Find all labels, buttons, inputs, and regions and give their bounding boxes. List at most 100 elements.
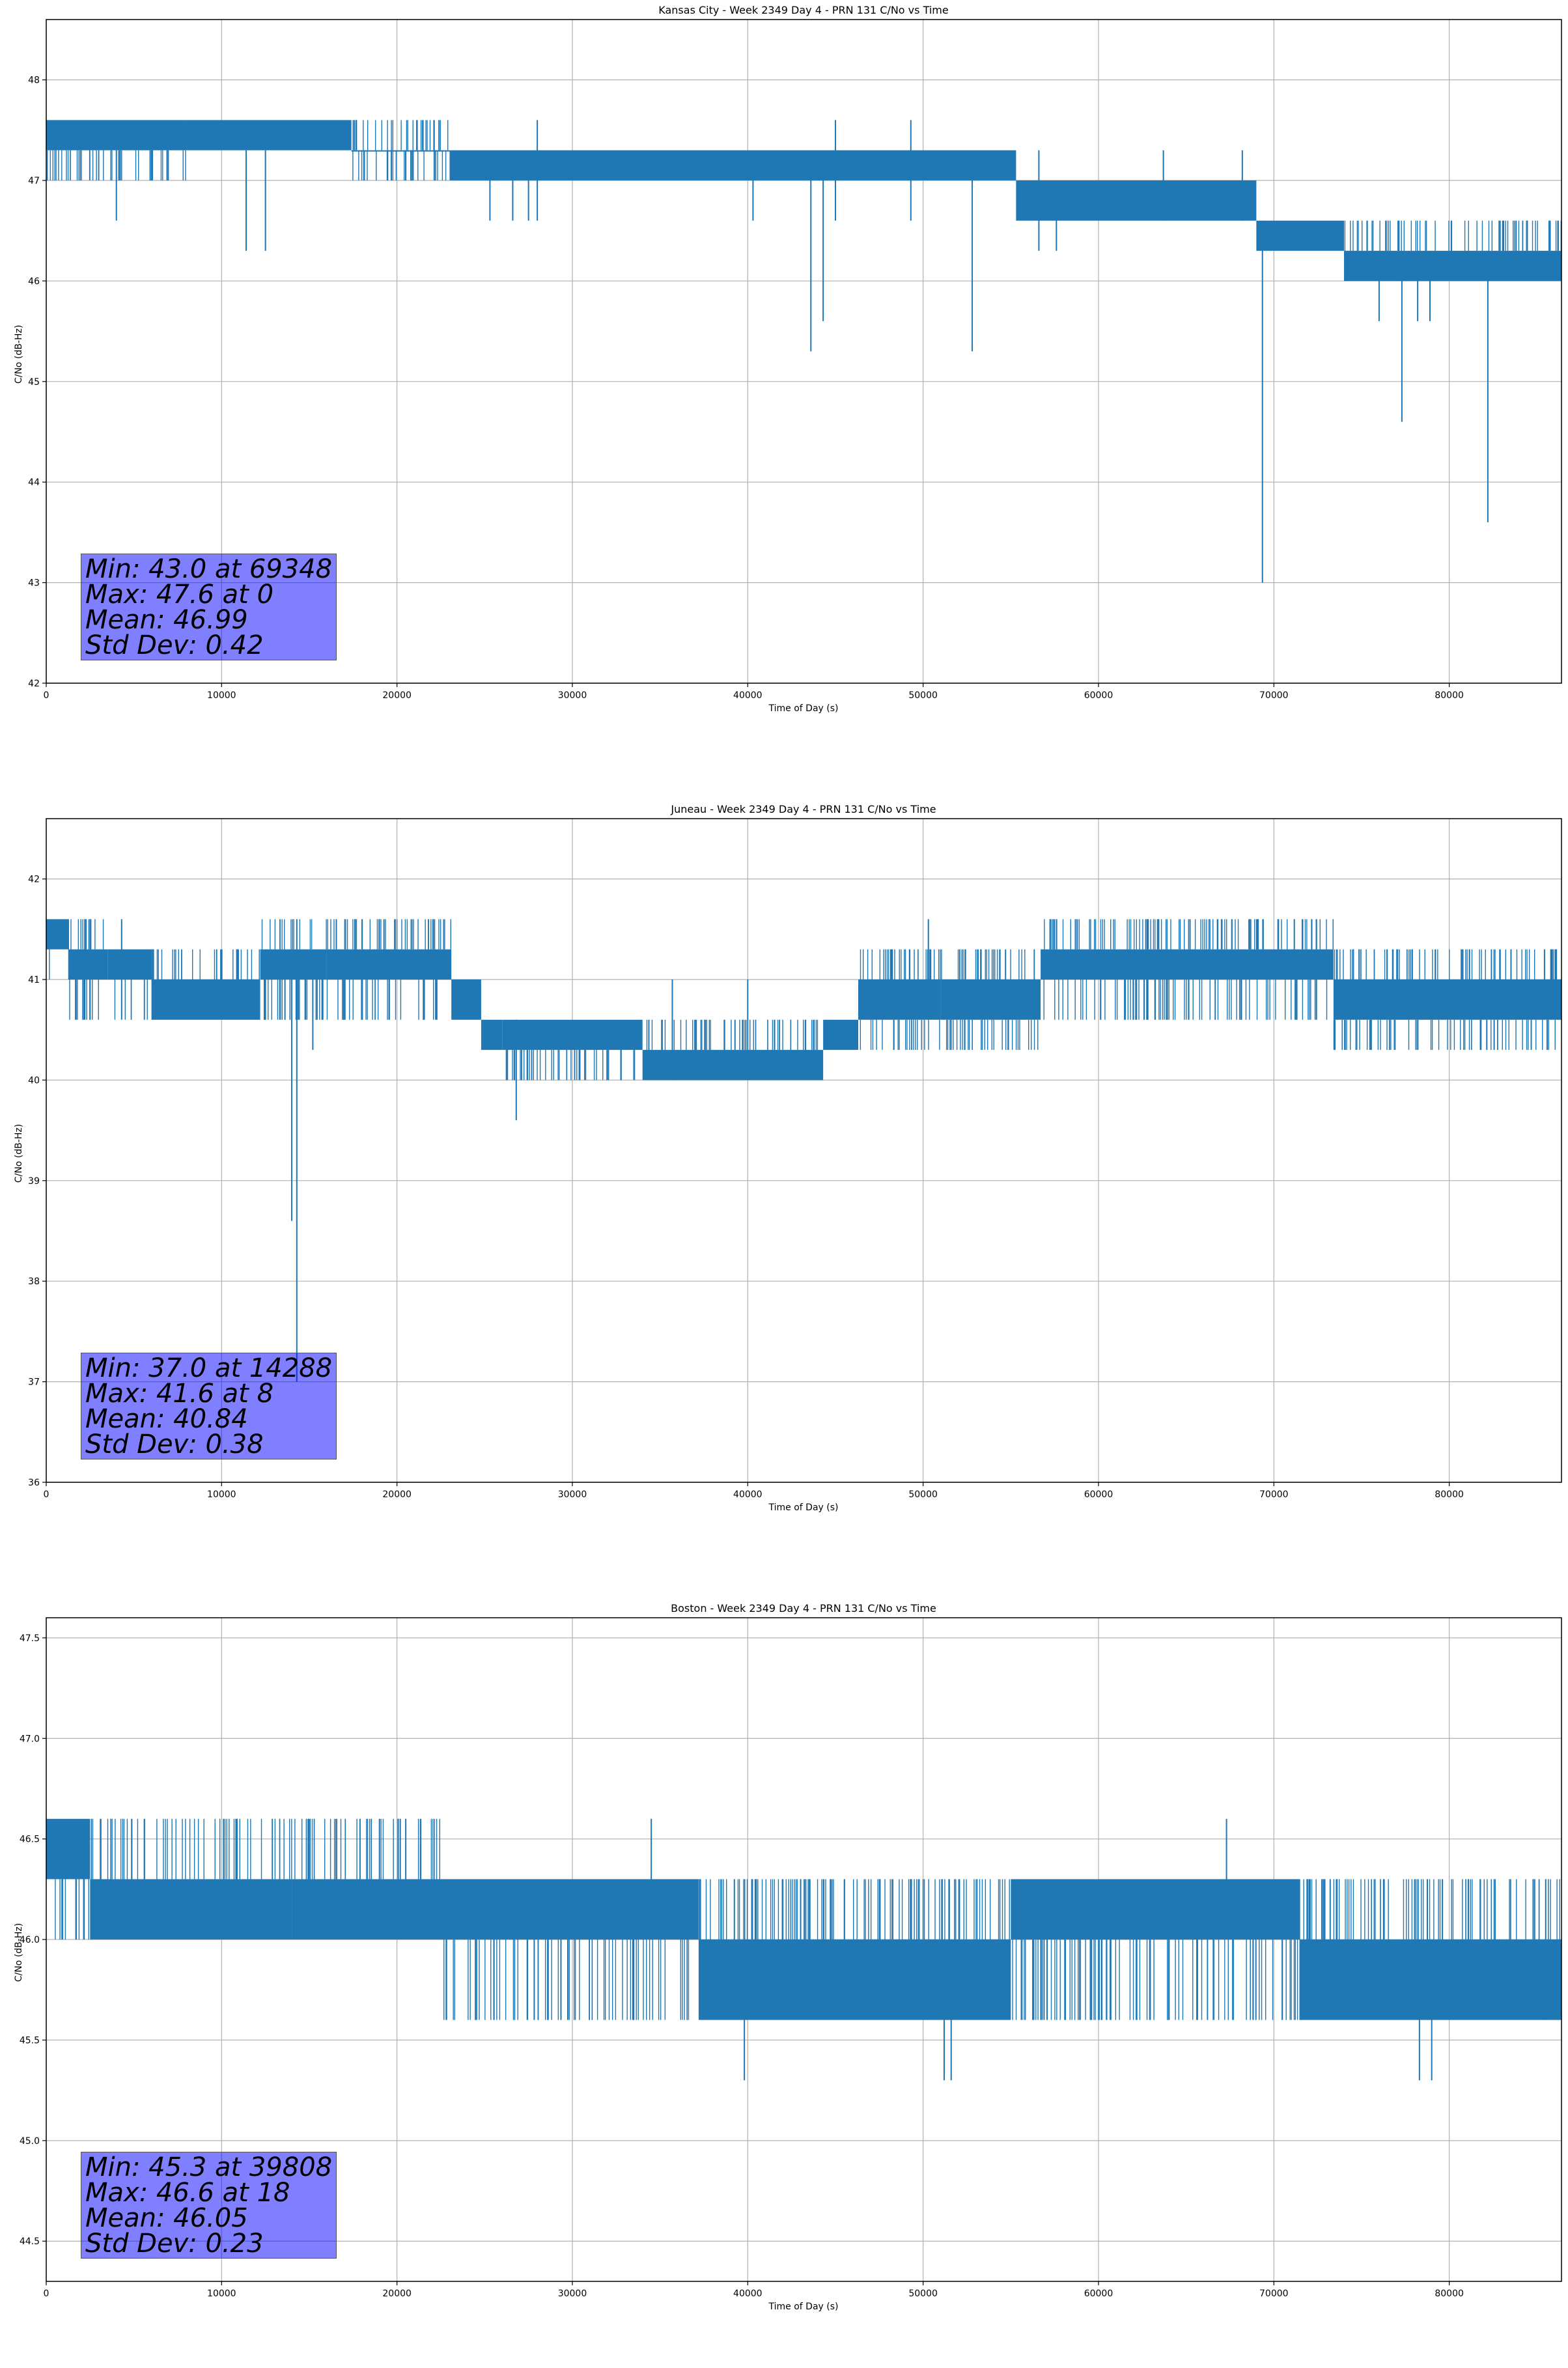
y-tick-label: 45.0 bbox=[20, 2136, 40, 2147]
x-tick-label: 60000 bbox=[1084, 2289, 1113, 2299]
x-tick-label: 80000 bbox=[1435, 690, 1464, 701]
chart-0-svg: Kansas City - Week 2349 Day 4 - PRN 131 … bbox=[14, 4, 1562, 714]
series-cno bbox=[46, 1818, 1561, 2081]
plot-frame bbox=[46, 1617, 1562, 2282]
x-axis-label: Time of Day (s) bbox=[768, 703, 839, 714]
y-tick-label: 40 bbox=[28, 1075, 40, 1086]
data-band bbox=[186, 120, 352, 150]
y-tick-label: 38 bbox=[28, 1276, 40, 1287]
x-axis-label: Time of Day (s) bbox=[768, 2302, 839, 2312]
stats-min: Min: 37.0 at 14288 bbox=[85, 1353, 333, 1383]
y-tick-label: 44 bbox=[28, 477, 40, 488]
y-axis-label: C/No (dB-Hz) bbox=[14, 1124, 24, 1183]
data-band bbox=[940, 980, 1041, 1020]
chart-kansas-city: Kansas City - Week 2349 Day 4 - PRN 131 … bbox=[0, 0, 1568, 770]
data-band bbox=[107, 949, 152, 980]
x-tick-label: 40000 bbox=[733, 2289, 763, 2299]
x-tick-label: 20000 bbox=[382, 2289, 412, 2299]
y-tick-label: 36 bbox=[28, 1478, 40, 1488]
chart-boston: Boston - Week 2349 Day 4 - PRN 131 C/No … bbox=[0, 1598, 1568, 2368]
x-tick-label: 80000 bbox=[1435, 2289, 1464, 2299]
y-tick-label: 46.5 bbox=[20, 1835, 40, 1845]
x-tick-label: 10000 bbox=[207, 690, 236, 701]
data-band bbox=[1041, 949, 1334, 980]
stats-min: Min: 45.3 at 39808 bbox=[85, 2152, 333, 2182]
data-band bbox=[481, 1019, 503, 1050]
x-tick-label: 60000 bbox=[1084, 1489, 1113, 1500]
x-tick-label: 30000 bbox=[558, 2289, 587, 2299]
data-band bbox=[449, 150, 1016, 181]
data-band bbox=[823, 1019, 858, 1050]
y-tick-label: 43 bbox=[28, 578, 40, 589]
x-tick-label: 80000 bbox=[1435, 1489, 1464, 1500]
data-band bbox=[1300, 1939, 1561, 2020]
data-band bbox=[1256, 220, 1345, 251]
stats-min: Min: 43.0 at 69348 bbox=[85, 554, 333, 584]
data-band bbox=[69, 949, 108, 980]
x-tick-label: 70000 bbox=[1259, 2289, 1289, 2299]
data-band bbox=[46, 919, 70, 950]
data-band bbox=[1016, 180, 1257, 221]
stats-box: Min: 43.0 at 69348 Max: 47.6 at 0 Mean: … bbox=[81, 554, 337, 660]
chart-title: Boston - Week 2349 Day 4 - PRN 131 C/No … bbox=[671, 1602, 936, 1614]
chart-2-svg: Boston - Week 2349 Day 4 - PRN 131 C/No … bbox=[14, 1602, 1562, 2312]
x-tick-label: 30000 bbox=[558, 1489, 587, 1500]
y-tick-label: 48 bbox=[28, 76, 40, 86]
x-tick-label: 70000 bbox=[1259, 1489, 1289, 1500]
stats-max: Max: 47.6 at 0 bbox=[85, 580, 274, 610]
stats-box: Min: 37.0 at 14288 Max: 41.6 at 8 Mean: … bbox=[81, 1353, 337, 1459]
stats-mean: Mean: 40.84 bbox=[85, 1404, 248, 1434]
data-band bbox=[1333, 980, 1561, 1020]
plot-frame bbox=[46, 818, 1562, 1483]
y-tick-label: 46.0 bbox=[20, 1935, 40, 1945]
data-band bbox=[440, 1879, 699, 1940]
x-tick-label: 0 bbox=[44, 2289, 49, 2299]
x-tick-label: 50000 bbox=[908, 2289, 938, 2299]
x-tick-label: 60000 bbox=[1084, 690, 1113, 701]
y-tick-label: 47.5 bbox=[20, 1633, 40, 1644]
data-band bbox=[351, 150, 450, 152]
data-band bbox=[46, 1818, 91, 1880]
y-tick-label: 42 bbox=[28, 679, 40, 689]
x-tick-label: 70000 bbox=[1259, 690, 1289, 701]
y-tick-label: 37 bbox=[28, 1377, 40, 1388]
data-band bbox=[451, 980, 481, 1020]
x-tick-label: 10000 bbox=[207, 1489, 236, 1500]
y-axis-label: C/No (dB-Hz) bbox=[14, 1923, 24, 1982]
data-band bbox=[151, 980, 260, 1020]
stats-std-dev: Std Dev: 0.23 bbox=[85, 2229, 264, 2259]
stats-mean: Mean: 46.99 bbox=[85, 605, 248, 635]
series-cno bbox=[46, 120, 1562, 583]
x-tick-label: 40000 bbox=[733, 690, 763, 701]
stats-max: Max: 41.6 at 8 bbox=[85, 1379, 274, 1409]
y-tick-label: 45.5 bbox=[20, 2035, 40, 2046]
y-tick-label: 47 bbox=[28, 176, 40, 186]
stats-max: Max: 46.6 at 18 bbox=[85, 2178, 290, 2208]
x-axis-label: Time of Day (s) bbox=[768, 1502, 839, 1513]
chart-title: Juneau - Week 2349 Day 4 - PRN 131 C/No … bbox=[670, 803, 936, 815]
data-band bbox=[698, 1939, 1011, 2020]
stats-std-dev: Std Dev: 0.38 bbox=[85, 1430, 264, 1459]
data-band bbox=[502, 1019, 643, 1050]
y-axis-label: C/No (dB-Hz) bbox=[14, 325, 24, 384]
x-tick-label: 20000 bbox=[382, 1489, 412, 1500]
x-tick-label: 0 bbox=[44, 1489, 49, 1500]
series-cno bbox=[46, 919, 1561, 1382]
y-tick-label: 44.5 bbox=[20, 2236, 40, 2247]
data-band bbox=[90, 1879, 292, 1940]
chart-1-svg: Juneau - Week 2349 Day 4 - PRN 131 C/No … bbox=[14, 803, 1562, 1513]
x-tick-label: 30000 bbox=[558, 690, 587, 701]
x-tick-label: 10000 bbox=[207, 2289, 236, 2299]
y-tick-label: 45 bbox=[28, 377, 40, 388]
data-band bbox=[858, 980, 941, 1020]
chart-juneau: Juneau - Week 2349 Day 4 - PRN 131 C/No … bbox=[0, 799, 1568, 1569]
plot-frame bbox=[46, 19, 1562, 684]
data-band bbox=[46, 120, 187, 150]
chart-title: Kansas City - Week 2349 Day 4 - PRN 131 … bbox=[658, 4, 948, 16]
data-band bbox=[1344, 251, 1561, 281]
y-tick-label: 39 bbox=[28, 1176, 40, 1187]
y-tick-label: 41 bbox=[28, 975, 40, 985]
y-tick-label: 42 bbox=[28, 875, 40, 885]
data-band bbox=[642, 1050, 824, 1080]
x-tick-label: 20000 bbox=[382, 690, 412, 701]
